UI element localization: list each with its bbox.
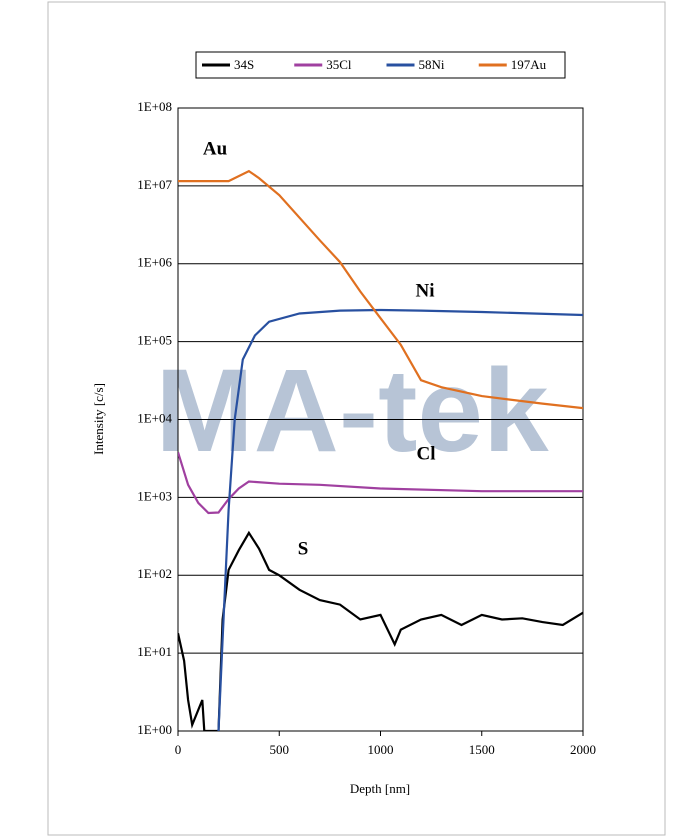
series-line xyxy=(178,451,583,515)
y-tick-label: 1E+08 xyxy=(137,99,172,114)
legend-label: 34S xyxy=(234,57,254,72)
y-tick-label: 1E+05 xyxy=(137,333,172,348)
y-axis-title: Intensity [c/s] xyxy=(91,383,106,455)
legend-label: 197Au xyxy=(511,57,547,72)
y-tick-label: 1E+02 xyxy=(137,566,172,581)
annotation: Au xyxy=(203,138,228,159)
annotation: S xyxy=(298,538,309,559)
series-line xyxy=(178,169,583,410)
legend-label: 35Cl xyxy=(326,57,352,72)
y-tick-label: 1E+04 xyxy=(137,410,172,425)
x-tick-label: 2000 xyxy=(570,742,596,757)
plot-border xyxy=(177,107,584,732)
annotation: Ni xyxy=(416,280,435,301)
frame xyxy=(47,1,666,836)
y-tick-label: 1E+03 xyxy=(137,488,172,503)
y-tick-label: 1E+06 xyxy=(137,255,172,270)
series-line xyxy=(178,530,583,731)
legend-label: 58Ni xyxy=(419,57,445,72)
x-tick-label: 1500 xyxy=(469,742,495,757)
watermark: MA-tek xyxy=(155,345,549,477)
x-tick-label: 0 xyxy=(175,742,182,757)
y-tick-label: 1E+07 xyxy=(137,177,172,192)
x-tick-label: 1000 xyxy=(368,742,394,757)
y-tick-label: 1E+01 xyxy=(137,644,172,659)
x-tick-label: 500 xyxy=(270,742,290,757)
series-line xyxy=(217,308,583,731)
annotation: Cl xyxy=(417,443,436,464)
y-tick-label: 1E+00 xyxy=(137,722,172,737)
x-axis-title: Depth [nm] xyxy=(350,781,410,796)
